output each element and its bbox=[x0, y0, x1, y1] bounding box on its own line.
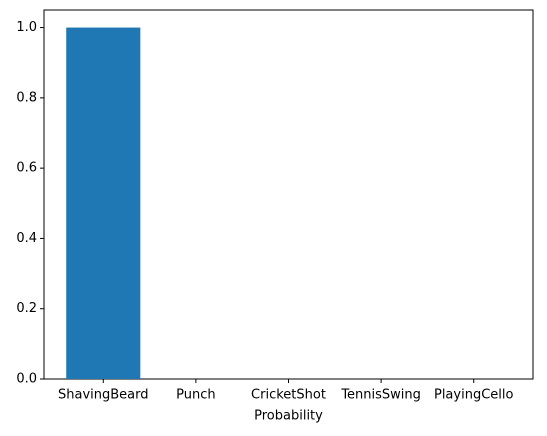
x-tick-label: ShavingBeard bbox=[58, 388, 149, 403]
y-tick-label: 0.2 bbox=[16, 301, 37, 316]
x-tick-label: TennisSwing bbox=[340, 388, 421, 403]
bar bbox=[66, 27, 141, 379]
y-tick-label: 0.0 bbox=[16, 372, 37, 387]
y-tick-label: 0.8 bbox=[16, 90, 37, 105]
y-tick-label: 0.6 bbox=[16, 161, 37, 176]
x-tick-label: PlayingCello bbox=[434, 388, 514, 403]
x-axis-label: Probability bbox=[254, 409, 323, 424]
y-tick-label: 1.0 bbox=[16, 20, 37, 35]
x-tick-label: CricketShot bbox=[251, 388, 326, 403]
y-tick-label: 0.4 bbox=[16, 231, 37, 246]
x-tick-label: Punch bbox=[176, 388, 215, 403]
